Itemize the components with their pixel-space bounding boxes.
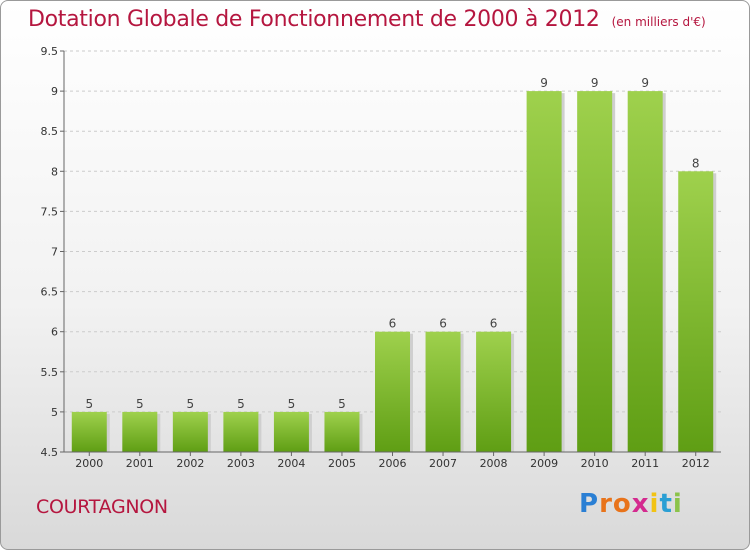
bars: 5 5 5 5 5 5 6 6 6 9 9 9 8 [71,76,717,453]
y-axis: 4.5 5 5.5 6 6.5 7 7.5 8 8.5 9 9.5 [41,45,65,459]
y-tick-label: 5.5 [41,366,59,379]
x-tick-label: 2008 [480,457,508,470]
value-label: 5 [338,397,346,411]
logo-letter: t [659,489,673,519]
x-tick-label: 2003 [227,457,255,470]
logo-letter: o [612,489,632,519]
y-tick-label: 7 [51,246,58,259]
chart-title: Dotation Globale de Fonctionnement de 20… [28,7,706,32]
bar-2006 [375,331,410,452]
bar-2005 [324,411,360,452]
y-tick-label: 4.5 [41,446,59,459]
bar-2008 [476,331,512,452]
bar-2003 [223,411,259,452]
x-tick-label: 2011 [631,457,659,470]
logo-letter: x [631,489,650,519]
title-text: Dotation Globale de Fonctionnement de 20… [28,7,600,32]
x-tick-label: 2005 [328,457,356,470]
value-label: 8 [692,156,700,170]
logo-letter: P [579,489,600,519]
x-tick-label: 2006 [379,457,407,470]
value-label: 9 [641,76,649,90]
bar-2011 [627,91,663,452]
bar-2004 [273,411,309,452]
x-tick-label: 2001 [126,457,154,470]
unit-note: (en milliers d'€) [611,15,706,29]
value-label: 5 [187,397,195,411]
bar-2007 [425,331,461,452]
bar-2000 [71,411,107,452]
bar-2012 [678,171,714,453]
y-tick-label: 8.5 [41,125,59,138]
y-tick-label: 6 [51,326,58,339]
value-label: 5 [237,397,245,411]
y-tick-label: 9 [51,85,58,98]
bar-2009 [526,91,562,452]
x-tick-label: 2009 [530,457,558,470]
town-name: COURTAGNON [36,496,168,518]
x-tick-label: 2007 [429,457,457,470]
y-tick-label: 7.5 [41,205,59,218]
y-tick-label: 5 [51,406,58,419]
logo-letter: r [599,489,613,519]
bar-2001 [122,411,158,452]
x-tick-label: 2012 [682,457,710,470]
logo-letter: i [649,489,660,519]
logo-letter: i [672,489,683,519]
y-tick-label: 6.5 [41,286,59,299]
bar-2010 [577,91,613,452]
value-label: 5 [288,397,296,411]
value-label: 9 [540,76,548,90]
value-label: 6 [439,317,447,331]
proxiti-logo[interactable]: Proxiti [579,489,683,519]
value-label: 6 [389,317,397,331]
x-axis: 2000 2001 2002 2003 2004 2005 2006 2007 2008 2009… [64,451,721,470]
x-tick-label: 2002 [176,457,204,470]
x-tick-label: 2000 [75,457,103,470]
value-label: 5 [136,397,144,411]
value-label: 6 [490,317,498,331]
y-tick-label: 8 [51,165,58,178]
x-tick-label: 2010 [581,457,609,470]
x-tick-label: 2004 [277,457,305,470]
y-tick-label: 9.5 [41,45,59,58]
value-label: 5 [85,397,93,411]
value-label: 9 [591,76,599,90]
bar-2002 [172,411,208,452]
